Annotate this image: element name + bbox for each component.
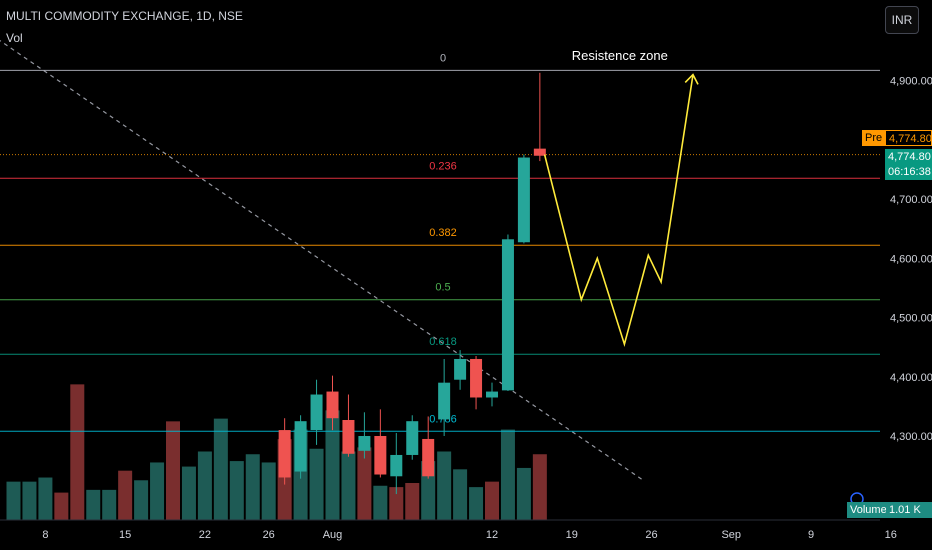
fib-level-label: 0.382 <box>429 227 457 239</box>
volume-bar <box>325 410 340 520</box>
volume-bar <box>134 480 149 520</box>
volume-bar <box>532 454 547 520</box>
volume-bar <box>86 489 101 520</box>
time-tick-label: 26 <box>645 529 657 541</box>
price-tick-label: 4,600.00 <box>890 253 932 265</box>
price-tick-label: 4,500.00 <box>890 313 932 325</box>
candle-body <box>438 382 451 420</box>
candle-body <box>294 421 307 472</box>
time-tick-label: 15 <box>119 529 131 541</box>
last-price-label: 4,774.80 <box>885 149 932 165</box>
candle-body <box>422 438 435 477</box>
volume-bar <box>6 481 21 520</box>
volume-bar <box>453 469 468 520</box>
time-tick-label: 12 <box>486 529 498 541</box>
time-tick-label: 16 <box>885 529 897 541</box>
time-tick-label: Aug <box>323 529 343 541</box>
volume-bar <box>469 487 484 520</box>
volume-bar <box>166 421 180 520</box>
currency-button[interactable]: INR <box>885 6 919 34</box>
candle-body <box>533 148 546 156</box>
volume-bar <box>118 470 133 520</box>
volume-bar <box>54 492 69 520</box>
candle-body <box>486 391 498 398</box>
volume-bar <box>485 481 499 520</box>
candle-body <box>470 358 483 398</box>
candle-body <box>310 394 323 431</box>
time-tick-label: Sep <box>721 529 741 541</box>
volume-bar <box>261 462 276 520</box>
volume-bar <box>245 454 260 520</box>
projection-path <box>543 74 694 348</box>
annotation-text: Resistence zone <box>572 48 668 63</box>
volume-bar <box>373 485 388 520</box>
volume-bar <box>150 462 165 520</box>
volume-badge: Volume <box>847 502 890 518</box>
candle-body <box>517 157 530 243</box>
volume-bar <box>213 418 228 520</box>
candle-body <box>390 454 403 477</box>
volume-value: 1.01 K <box>886 502 932 518</box>
price-tick-label: 4,900.00 <box>890 76 932 88</box>
candle-body <box>374 436 387 475</box>
volume-bar <box>102 489 117 520</box>
fib-level-label: 0.236 <box>429 160 457 172</box>
price-tick-label: 4,700.00 <box>890 194 932 206</box>
fib-level-label: 0.618 <box>429 336 457 348</box>
projection-arrowhead <box>684 73 699 85</box>
volume-bar <box>38 477 53 520</box>
volume-bar <box>357 447 372 520</box>
volume-bar <box>437 451 452 520</box>
candle-body <box>406 421 419 455</box>
volume-bar <box>405 483 420 520</box>
candle-body <box>501 239 514 391</box>
volume-bar <box>197 451 212 520</box>
volume-bar <box>516 467 531 520</box>
volume-bar <box>500 429 515 520</box>
volume-bar <box>181 466 196 520</box>
candle-body <box>454 358 467 380</box>
candle-body <box>342 420 355 454</box>
time-tick-label: 8 <box>42 529 48 541</box>
time-tick-label: 19 <box>566 529 578 541</box>
pre-market-badge: Pre <box>862 130 886 146</box>
volume-indicator-label[interactable]: Vol <box>6 31 23 45</box>
time-tick-label: 22 <box>199 529 211 541</box>
time-tick-label: 26 <box>263 529 275 541</box>
price-tick-label: 4,300.00 <box>890 431 932 443</box>
trendline <box>0 39 644 481</box>
volume-bar <box>309 448 324 520</box>
candle-body <box>358 436 371 451</box>
volume-bar <box>70 384 85 520</box>
volume-bar <box>22 481 37 520</box>
fib-level-label: 0 <box>440 52 446 64</box>
price-tick-label: 4,400.00 <box>890 372 932 384</box>
volume-bar <box>229 461 244 520</box>
candle-body <box>278 430 291 478</box>
fib-level-label: 0.5 <box>435 282 450 294</box>
pre-market-price: 4,774.80 <box>885 130 932 146</box>
candle-body <box>326 391 339 419</box>
time-tick-label: 9 <box>808 529 814 541</box>
bar-countdown: 06:16:38 <box>885 164 932 180</box>
symbol-title: MULTI COMMODITY EXCHANGE, 1D, NSE <box>6 9 243 23</box>
volume-bar <box>341 451 356 520</box>
volume-bar <box>389 487 404 520</box>
